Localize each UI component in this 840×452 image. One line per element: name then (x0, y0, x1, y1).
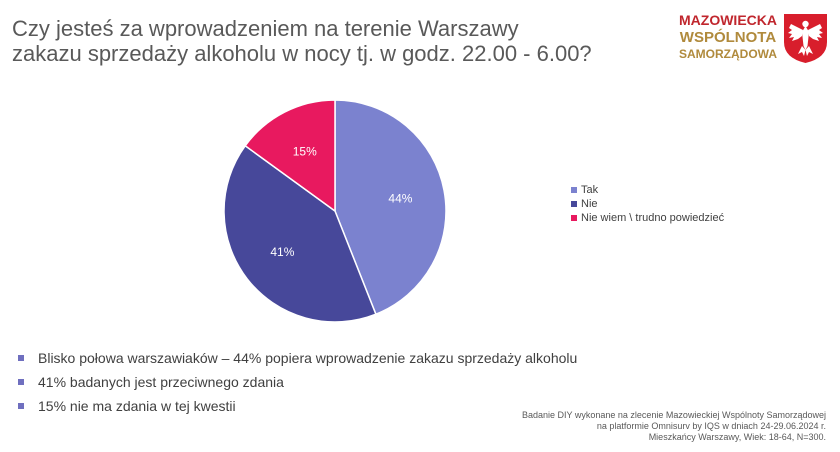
legend-label: Nie wiem \ trudno powiedzieć (581, 212, 725, 224)
data-label-nie-wiem: 15% (293, 145, 317, 159)
title-line-1: Czy jesteś za wprowadzeniem na terenie W… (12, 16, 519, 41)
title-line-2: zakazu sprzedaży alkoholu w nocy tj. w g… (12, 41, 592, 66)
logo-line-2: WSPÓLNOTA (679, 29, 777, 46)
logo-line-1: MAZOWIECKA (679, 12, 777, 28)
list-item: 41% badanych jest przeciwnego zdania (18, 370, 577, 394)
logo-text: MAZOWIECKA WSPÓLNOTA SAMORZĄDOWA (677, 12, 779, 63)
list-item: Blisko połowa warszawiaków – 44% popiera… (18, 346, 577, 370)
legend-item-tak: Tak (571, 183, 724, 197)
bullet-text: 15% nie ma zdania w tej kwestii (38, 398, 236, 414)
bullet-square-icon (18, 403, 24, 409)
legend-item-nie: Nie (571, 197, 724, 211)
logo-line-3: SAMORZĄDOWA (679, 47, 777, 61)
pie-slice-tak (334, 99, 447, 316)
pie-slice-nie (223, 144, 377, 323)
eagle-crest-icon (784, 14, 827, 63)
summary-bullets: Blisko połowa warszawiaków – 44% popiera… (18, 346, 577, 418)
legend-swatch (571, 201, 577, 207)
data-label-nie: 41% (270, 245, 294, 259)
logo: MAZOWIECKA WSPÓLNOTA SAMORZĄDOWA (677, 12, 829, 64)
footnote-line-1: Badanie DIY wykonane na zlecenie Mazowie… (522, 410, 826, 420)
pie-chart: 44% 41% 15% (223, 99, 447, 323)
legend-label: Nie (581, 198, 598, 210)
chart-legend: Tak Nie Nie wiem \ trudno powiedzieć (571, 183, 724, 225)
footnote-line-2: na platformie Omnisurv by IQS w dniach 2… (596, 421, 826, 431)
list-item: 15% nie ma zdania w tej kwestii (18, 394, 577, 418)
source-footnote: Badanie DIY wykonane na zlecenie Mazowie… (486, 410, 826, 443)
bullet-square-icon (18, 379, 24, 385)
legend-item-nie-wiem: Nie wiem \ trudno powiedzieć (571, 211, 724, 225)
legend-swatch (571, 215, 577, 221)
legend-label: Tak (581, 184, 599, 196)
bullet-text: 41% badanych jest przeciwnego zdania (38, 374, 284, 390)
bullet-text: Blisko połowa warszawiaków – 44% popiera… (38, 350, 578, 366)
page-title: Czy jesteś za wprowadzeniem na terenie W… (12, 16, 632, 66)
data-label-tak: 44% (388, 192, 412, 206)
legend-swatch (571, 187, 577, 193)
footnote-line-3: Mieszkańcy Warszawy, Wiek: 18-64, N=300. (648, 432, 826, 442)
bullet-square-icon (18, 355, 24, 361)
pie-slice-nie-wiem (244, 99, 336, 213)
